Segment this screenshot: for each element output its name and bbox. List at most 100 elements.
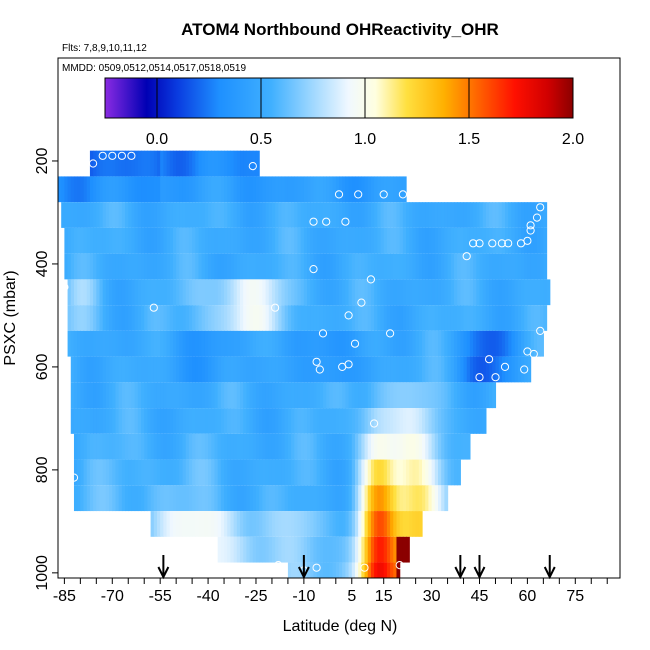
flight-arrow [543, 555, 556, 580]
heatmap-cell [182, 253, 187, 280]
heatmap-cell [204, 485, 209, 512]
heatmap-cell [524, 253, 528, 280]
heatmap-cell [220, 485, 225, 512]
heatmap-cell [393, 176, 398, 203]
heatmap-cell [316, 202, 321, 228]
x-tick-label: -25 [244, 588, 267, 605]
heatmap-cell [380, 305, 385, 331]
heatmap-cell [348, 227, 353, 254]
heatmap-cell [243, 382, 247, 409]
heatmap-cell [326, 253, 331, 280]
heatmap-cell [319, 305, 324, 331]
heatmap-cell [77, 433, 81, 460]
heatmap-cell [201, 253, 206, 280]
heatmap-cell [169, 433, 174, 460]
heatmap-cell [370, 485, 375, 512]
heatmap-cell [294, 408, 299, 434]
heatmap-cell [303, 202, 308, 228]
heatmap-cell [198, 150, 203, 177]
heatmap-cell [291, 253, 295, 280]
heatmap-cell [508, 202, 513, 228]
heatmap-cell [335, 485, 340, 512]
heatmap-cell [99, 408, 104, 434]
heatmap-cell [447, 202, 452, 228]
heatmap-cell [137, 433, 142, 460]
heatmap-cell [217, 330, 222, 357]
heatmap-cell [291, 382, 295, 409]
heatmap-cell [374, 330, 378, 357]
heatmap-cell [450, 459, 455, 486]
heatmap-cell [115, 253, 120, 280]
heatmap-cell [64, 176, 69, 203]
heatmap-cell [447, 253, 452, 280]
flight-arrow [454, 555, 467, 580]
heatmap-cell [275, 459, 279, 486]
heatmap-cell [188, 485, 193, 512]
heatmap-cell [364, 562, 369, 578]
heatmap-cell [310, 330, 315, 357]
heatmap-cell [511, 253, 516, 280]
heatmap-cell [361, 305, 366, 331]
heatmap-cell [230, 227, 235, 254]
heatmap-cell [332, 433, 337, 460]
heatmap-cell [214, 356, 219, 383]
heatmap-cell [121, 202, 126, 228]
heatmap-cell [287, 433, 292, 460]
heatmap-cell [287, 459, 292, 486]
heatmap-cell [249, 176, 254, 203]
heatmap-cell [367, 511, 372, 537]
colorbar: 0.0 0.5 1.0 1.5 2.0 [104, 77, 584, 148]
heatmap-cell [192, 305, 196, 331]
heatmap-cell [204, 150, 209, 177]
heatmap-cell [268, 511, 273, 537]
heatmap-cell [156, 433, 161, 460]
heatmap-cell [265, 356, 270, 383]
heatmap-cell [214, 202, 219, 228]
heatmap-cell [319, 176, 324, 203]
heatmap-cell [339, 305, 343, 331]
heatmap-cell [83, 433, 88, 460]
heatmap-cell [275, 356, 279, 383]
heatmap-cell [61, 176, 65, 203]
heatmap-cell [89, 433, 94, 460]
heatmap-cell [457, 253, 461, 280]
heatmap-cell [147, 305, 152, 331]
heatmap-cell [220, 356, 225, 383]
heatmap-cell [220, 305, 225, 331]
heatmap-cell [358, 562, 362, 578]
heatmap-cell [131, 305, 136, 331]
heatmap-cell [115, 382, 120, 409]
heatmap-cell [323, 305, 327, 331]
heatmap-cell [188, 176, 193, 203]
heatmap-cell [211, 433, 216, 460]
heatmap-cell [255, 356, 260, 383]
heatmap-cell [278, 459, 283, 486]
heatmap-cell [224, 382, 228, 409]
heatmap-cell [233, 202, 238, 228]
heatmap-cell [300, 330, 305, 357]
heatmap-cell [77, 305, 81, 331]
heatmap-cell [105, 433, 110, 460]
heatmap-cell [364, 382, 369, 409]
heatmap-cell [153, 150, 158, 177]
heatmap-cell [511, 356, 516, 383]
heatmap-cell [268, 253, 273, 280]
heatmap-cell [255, 305, 260, 331]
heatmap-cell [367, 279, 372, 306]
heatmap-cell [259, 279, 263, 306]
heatmap-cell [220, 382, 225, 409]
heatmap-cell [93, 150, 97, 177]
heatmap-cell [377, 485, 382, 512]
heatmap-cell [198, 356, 203, 383]
heatmap-cell [153, 330, 158, 357]
heatmap-cell [310, 279, 315, 306]
heatmap-cell [246, 176, 251, 203]
heatmap-cell [93, 356, 97, 383]
heatmap-cell [437, 330, 442, 357]
heatmap-cell [249, 279, 254, 306]
heatmap-cell [354, 433, 359, 460]
heatmap-cell [294, 433, 299, 460]
heatmap-cell [370, 562, 375, 578]
heatmap-cell [265, 433, 270, 460]
heatmap-cell [390, 459, 394, 486]
